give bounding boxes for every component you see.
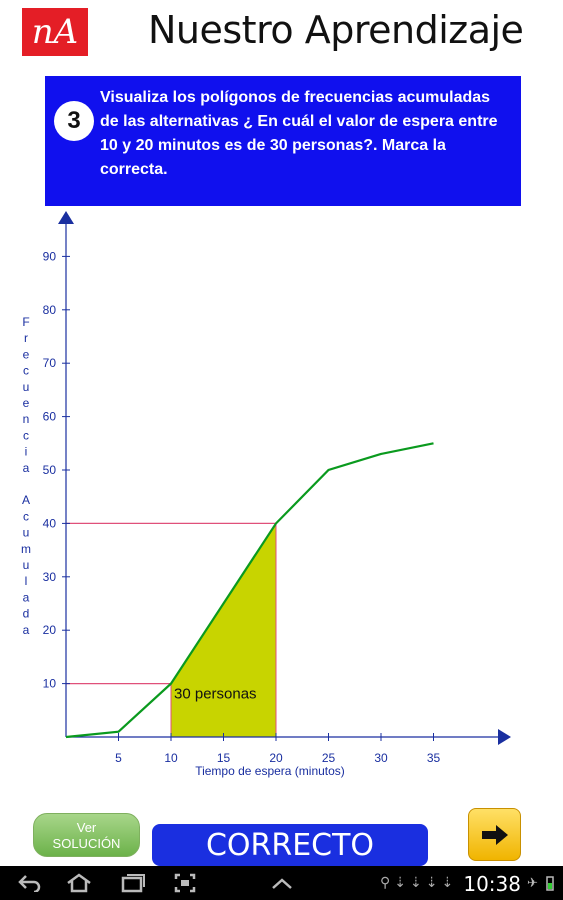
home-icon[interactable] [66, 870, 92, 896]
cumulative-frequency-chart: 5 10 15 20 25 30 35 10 20 30 40 50 60 70 80 90 30 person… [21, 211, 511, 778]
y-tick-label-70: 70 [43, 356, 57, 370]
recent-apps-icon[interactable] [120, 870, 146, 896]
x-axis-label: Tiempo de espera (minutos) [195, 764, 345, 778]
next-button[interactable] [468, 808, 521, 861]
annotation-label: 30 personas [174, 686, 257, 703]
y-tick-label-50: 50 [43, 463, 57, 477]
x-axis-arrow [498, 729, 511, 745]
x-tick-label-30: 30 [374, 751, 388, 765]
solucion-label: SOLUCIÓN [52, 836, 121, 851]
x-tick-label-20: 20 [269, 751, 283, 765]
shaded-area [171, 523, 276, 737]
x-tick-label-5: 5 [115, 751, 122, 765]
airplane-icon: ✈ [527, 875, 538, 890]
app-logo: nA [22, 8, 88, 56]
battery-icon [546, 870, 554, 896]
screenshot-icon[interactable] [174, 870, 196, 896]
question-number: 3 [54, 101, 94, 141]
x-tick-label-25: 25 [322, 751, 336, 765]
y-tick-label-20: 20 [43, 623, 57, 637]
x-tick-label-10: 10 [164, 751, 178, 765]
arrow-right-icon [481, 824, 508, 845]
correcto-button[interactable]: CORRECTO [152, 824, 428, 866]
y-axis-arrow [58, 211, 74, 224]
y-tick-label-90: 90 [43, 249, 57, 263]
y-tick-label-30: 30 [43, 570, 57, 584]
logo-text: nA [31, 12, 79, 52]
y-tick-label-80: 80 [43, 303, 57, 317]
system-navbar: ⚲⇣⇣⇣⇣ 10:38 ✈ [0, 866, 563, 900]
y-tick-label-60: 60 [43, 410, 57, 424]
y-tick-label-40: 40 [43, 516, 57, 530]
x-tick-label-35: 35 [427, 751, 441, 765]
clock: 10:38 [463, 872, 521, 896]
status-icons: ⚲⇣⇣⇣⇣ [380, 874, 458, 890]
question-text: Visualiza los polígonos de frecuencias a… [100, 89, 498, 178]
y-tick-label-10: 10 [43, 677, 57, 691]
x-tick-label-15: 15 [217, 751, 231, 765]
ver-solucion-button[interactable]: Ver SOLUCIÓN [33, 813, 140, 857]
chevron-up-icon[interactable] [270, 870, 294, 896]
ver-label: Ver [76, 820, 97, 835]
back-icon[interactable] [18, 870, 42, 896]
app-title: Nuestro Aprendizaje [148, 8, 524, 52]
question-box: 3 Visualiza los polígonos de frecuencias… [45, 76, 521, 206]
